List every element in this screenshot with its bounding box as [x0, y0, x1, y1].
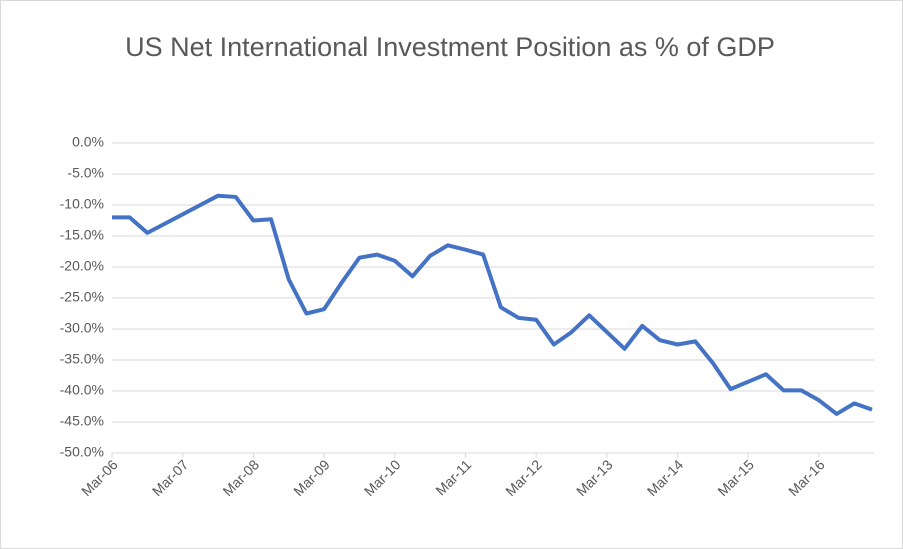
y-tick-label: -20.0% — [60, 258, 104, 274]
y-tick-label: -45.0% — [60, 413, 104, 429]
line-series — [112, 193, 873, 416]
y-tick-label: -15.0% — [60, 227, 104, 243]
y-tick-label: 0.0% — [72, 134, 104, 150]
y-tick-label: -30.0% — [60, 320, 104, 336]
chart-title: US Net International Investment Position… — [125, 32, 775, 62]
y-tick-label: -5.0% — [67, 165, 104, 181]
y-tick-label: -50.0% — [60, 444, 104, 460]
y-tick-label: -35.0% — [60, 351, 104, 367]
y-tick-label: -40.0% — [60, 382, 104, 398]
y-tick-label: -10.0% — [60, 196, 104, 212]
y-tick-label: -25.0% — [60, 289, 104, 305]
